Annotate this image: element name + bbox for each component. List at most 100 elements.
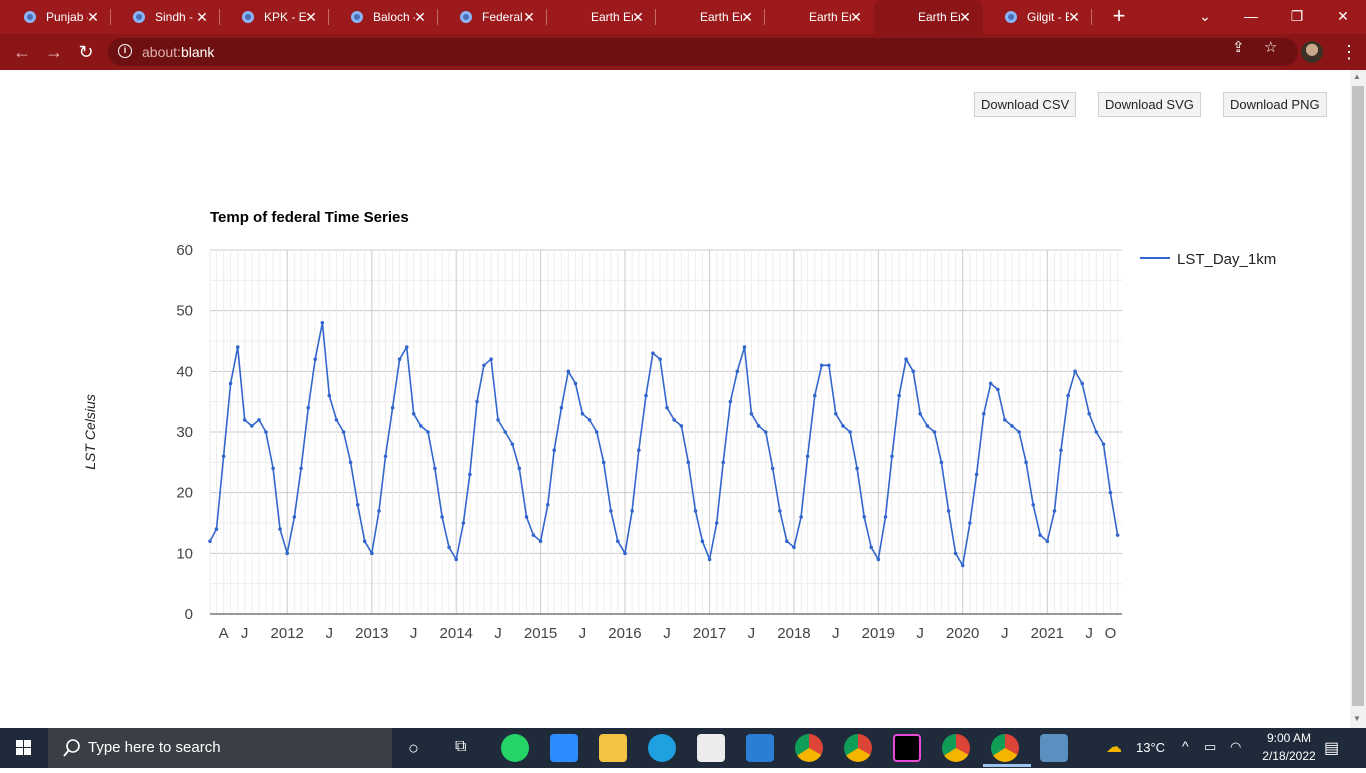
tab-title: KPK - Ea — [264, 10, 306, 24]
edge-icon[interactable] — [648, 734, 676, 762]
chevron-up-icon[interactable]: ^ — [1182, 738, 1189, 754]
browser-tab[interactable]: Earth En✕ — [656, 0, 765, 34]
reload-button[interactable]: ↻ — [78, 42, 94, 62]
battery-icon[interactable]: ▭ — [1204, 739, 1217, 754]
whatsapp-icon[interactable] — [501, 734, 529, 762]
browser-tab[interactable]: Federal - ✕ — [438, 0, 547, 34]
earth-engine-icon — [131, 9, 147, 25]
tab-title: Earth En — [809, 10, 851, 24]
browser-tab[interactable]: KPK - Ea✕ — [220, 0, 329, 34]
profile-avatar[interactable] — [1301, 41, 1323, 63]
tab-title: Baloch - — [373, 10, 415, 24]
tab-separator — [437, 9, 438, 25]
store-icon[interactable] — [697, 734, 725, 762]
bookmark-star-icon[interactable]: ☆ — [1264, 39, 1278, 56]
blank-page-icon — [785, 9, 801, 25]
menu-icon[interactable]: ⋮ — [1340, 42, 1358, 62]
earth-engine-icon — [1003, 9, 1019, 25]
taskbar: Type here to search ○ ⧉ ☁ 13°C ^ ▭ ◠ 9:0… — [0, 728, 1366, 768]
tab-separator — [219, 9, 220, 25]
tab-separator — [655, 9, 656, 25]
info-icon[interactable]: i — [118, 44, 132, 58]
earth-engine-icon — [458, 9, 474, 25]
tab-title: Federal - — [482, 10, 524, 24]
taskbar-search-box[interactable]: Type here to search — [48, 728, 392, 768]
tab-close-icon[interactable]: ✕ — [87, 9, 99, 25]
tab-separator — [546, 9, 547, 25]
search-placeholder: Type here to search — [88, 739, 221, 756]
weather-icon[interactable]: ☁ — [1106, 739, 1122, 756]
tab-title: Sindh - E — [155, 10, 197, 24]
cortana-icon[interactable]: ○ — [408, 738, 419, 758]
active-app-indicator — [983, 764, 1031, 767]
browser-tab[interactable]: Baloch - ✕ — [329, 0, 438, 34]
blank-page-icon — [567, 9, 583, 25]
file-explorer-icon[interactable] — [599, 734, 627, 762]
intellij-icon[interactable] — [893, 734, 921, 762]
chrome-profile-2-icon[interactable] — [942, 734, 970, 762]
address-bar[interactable]: i about:blank — [108, 38, 1298, 66]
scroll-down-icon[interactable]: ▼ — [1353, 714, 1361, 723]
minimize-button[interactable]: — — [1244, 8, 1258, 24]
new-tab-button[interactable]: + — [1112, 3, 1126, 28]
windows-start-icon[interactable] — [0, 728, 48, 768]
tab-strip: Punjab - ✕Sindh - E✕KPK - Ea✕Baloch - ✕F… — [0, 0, 1366, 34]
browser-tab[interactable]: Earth En✕ — [874, 0, 983, 34]
url-scheme: about: — [142, 44, 181, 60]
url-path: blank — [180, 44, 215, 60]
browser-tab[interactable]: Earth En✕ — [547, 0, 656, 34]
tab-close-icon[interactable]: ✕ — [959, 9, 971, 25]
earth-engine-icon — [349, 9, 365, 25]
search-icon — [63, 739, 80, 757]
tab-title: Gilgit - E — [1027, 10, 1069, 24]
back-button[interactable]: ← — [13, 42, 31, 62]
clock-date[interactable]: 2/18/2022 — [1262, 749, 1316, 763]
forward-button[interactable]: → — [45, 42, 63, 62]
tab-close-icon[interactable]: ✕ — [414, 9, 426, 25]
download-csv-button[interactable]: Download CSV — [974, 92, 1077, 117]
download-svg-button[interactable]: Download SVG — [1098, 92, 1201, 117]
blank-page-icon — [676, 9, 692, 25]
tab-close-icon[interactable]: ✕ — [1068, 9, 1080, 25]
clock-time[interactable]: 9:00 AM — [1266, 731, 1312, 745]
mail-icon[interactable] — [746, 734, 774, 762]
browser-tab[interactable]: Sindh - E✕ — [111, 0, 220, 34]
tab-title: Earth En — [700, 10, 742, 24]
chrome-active-icon[interactable] — [991, 734, 1019, 762]
restore-button[interactable]: ❐ — [1290, 8, 1304, 24]
tab-separator — [764, 9, 765, 25]
scrollbar-thumb[interactable] — [1352, 86, 1364, 706]
chrome-icon[interactable] — [795, 734, 823, 762]
task-view-icon[interactable]: ⧉ — [455, 738, 467, 755]
temperature-text[interactable]: 13°C — [1136, 740, 1166, 755]
scroll-up-icon[interactable]: ▲ — [1353, 72, 1361, 81]
tab-close-icon[interactable]: ✕ — [741, 9, 753, 25]
tab-title: Earth En — [918, 10, 960, 24]
close-window-button[interactable]: ✕ — [1337, 8, 1349, 24]
tab-close-icon[interactable]: ✕ — [305, 9, 317, 25]
tab-close-icon[interactable]: ✕ — [523, 9, 535, 25]
tab-search-icon[interactable]: ⌄ — [1199, 8, 1211, 24]
blank-page-icon — [894, 9, 910, 25]
tab-separator — [110, 9, 111, 25]
earth-engine-icon — [240, 9, 256, 25]
wifi-icon[interactable]: ◠ — [1230, 739, 1242, 754]
tab-separator — [328, 9, 329, 25]
tab-close-icon[interactable]: ✕ — [196, 9, 208, 25]
share-icon[interactable]: ⇪ — [1232, 39, 1245, 56]
browser-tab[interactable]: Earth En✕ — [765, 0, 874, 34]
zoom-icon[interactable] — [550, 734, 578, 762]
tab-close-icon[interactable]: ✕ — [850, 9, 862, 25]
browser-tab[interactable]: Punjab - ✕ — [2, 0, 111, 34]
chrome-profile-icon[interactable] — [844, 734, 872, 762]
tab-separator — [1091, 9, 1092, 25]
tab-close-icon[interactable]: ✕ — [632, 9, 644, 25]
tab-title: Earth En — [591, 10, 633, 24]
notifications-icon[interactable]: ▤ — [1324, 740, 1340, 757]
url-text: about:blank — [142, 44, 214, 60]
photos-icon[interactable] — [1040, 734, 1068, 762]
browser-toolbar: ← → ↻ i about:blank ⇪ ☆ — [0, 34, 1366, 70]
earth-engine-icon — [22, 9, 38, 25]
browser-tab[interactable]: Gilgit - E ✕ — [983, 0, 1092, 34]
download-png-button[interactable]: Download PNG — [1223, 92, 1327, 117]
